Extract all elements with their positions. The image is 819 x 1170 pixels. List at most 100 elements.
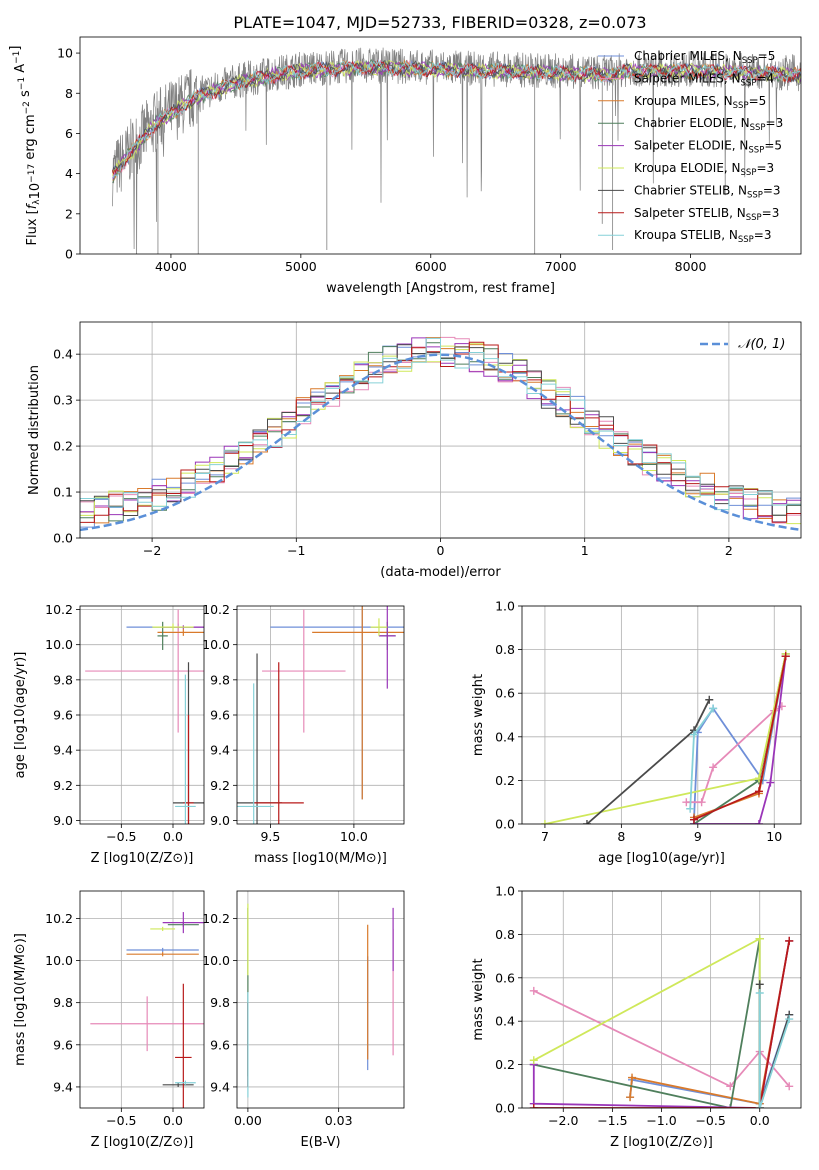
y-tick-label: 10.2: [202, 911, 230, 926]
y-tick-label: 9.6: [210, 1037, 230, 1052]
plot-area: [112, 47, 801, 254]
mass-weight-marker: [705, 695, 714, 704]
x-tick-label: 8: [617, 829, 625, 844]
plot-area: [529, 934, 794, 1108]
y-tick-label: 0.3: [53, 393, 73, 408]
y-tick-label: 6: [65, 126, 73, 141]
x-tick-label: 10: [766, 829, 782, 844]
mass-weight-marker: [582, 820, 591, 824]
axes-frame: [236, 605, 405, 825]
y-tick-label: 9.0: [210, 813, 230, 828]
mass-weight-marker: [785, 1015, 794, 1024]
mass-weight-line: [533, 940, 791, 1108]
y-tick-label: 9.6: [53, 1037, 73, 1052]
y-tick-label: 9.2: [53, 778, 73, 793]
plot-area: [85, 609, 204, 824]
mass-weight-marker: [755, 980, 764, 989]
axes-frame: [79, 890, 205, 1109]
y-tick-label: 9.4: [53, 1079, 73, 1094]
x-axis-label: wavelength [Angstrom, rest frame]: [326, 281, 555, 296]
x-tick-label: −0.5: [695, 1113, 725, 1128]
y-tick-label: 0.0: [53, 531, 73, 546]
panel-mass-vs-Z: −0.5 0.0 9.4 9.6 9.8 10.0 10.2 Z [log10(Z/Z⊙)] m…: [13, 890, 205, 1150]
y-tick-label: 10.0: [202, 953, 230, 968]
x-tick-label: 2: [725, 543, 733, 558]
y-tick-label: 0.4: [495, 1014, 515, 1029]
plot-area: [247, 903, 394, 1098]
y-tick-label: 1.0: [495, 884, 515, 899]
axes-frame: [79, 605, 205, 825]
y-tick-label: 0: [65, 247, 73, 262]
x-axis-label: age [log10(age/yr)]: [598, 851, 725, 866]
x-tick-label: 0.03: [325, 1113, 353, 1128]
histogram-step: [80, 341, 801, 538]
mass-weight-marker: [686, 804, 695, 813]
mass-weight-marker: [628, 1073, 637, 1082]
y-tick-label: 10.2: [202, 602, 230, 617]
y-tick-label: 0.1: [53, 485, 73, 500]
y-tick-label: 0.4: [495, 729, 515, 744]
mass-weight-marker: [781, 652, 790, 661]
mass-weight-marker: [726, 1104, 735, 1108]
plot-area: [237, 606, 404, 824]
y-axis-label: Normed distribution: [27, 365, 42, 495]
x-tick-label: 0.0: [750, 1113, 770, 1128]
y-tick-label: 0.8: [495, 642, 515, 657]
y-tick-label: 10.0: [202, 637, 230, 652]
y-tick-label: 10: [57, 46, 73, 61]
mass-weight-marker: [766, 778, 775, 787]
mass-weight-marker: [626, 1093, 635, 1102]
y-tick-label: 0.0: [495, 817, 515, 832]
mass-weight-marker: [682, 798, 691, 807]
y-tick-label: 0.0: [495, 1101, 515, 1116]
x-tick-label: −0.5: [106, 829, 136, 844]
mass-weight-marker: [689, 815, 698, 824]
x-axis-label: Z [log10(Z/Z⊙)]: [91, 851, 194, 866]
mass-weight-marker: [755, 934, 764, 943]
legend-label: Chabrier STELIB, NSSP=3: [634, 183, 781, 200]
normal-curve: [80, 353, 801, 532]
axes-frame: [521, 890, 802, 1109]
x-tick-label: 9: [694, 829, 702, 844]
mass-weight-marker: [755, 988, 764, 997]
x-tick-label: −0.5: [106, 1113, 136, 1128]
y-tick-label: 10.0: [45, 953, 73, 968]
x-tick-label: 0.00: [234, 1113, 262, 1128]
x-tick-label: 5000: [285, 259, 317, 274]
mass-weight-marker: [689, 730, 698, 739]
y-tick-label: 9.8: [210, 672, 230, 687]
legend-normal-label: 𝒩(0, 1): [738, 337, 785, 352]
legend-label: Chabrier ELODIE, NSSP=3: [634, 116, 783, 133]
mass-weight-marker: [529, 1104, 538, 1108]
y-tick-label: 0.4: [53, 347, 73, 362]
histogram-step: [80, 337, 801, 538]
y-tick-label: 2: [65, 206, 73, 221]
y-tick-label: 9.4: [210, 1079, 230, 1094]
x-tick-label: 4000: [155, 259, 187, 274]
y-tick-label: 10.2: [45, 602, 73, 617]
y-tick-label: 4: [65, 166, 73, 181]
x-tick-label: 9.5: [260, 829, 280, 844]
mass-weight-marker: [785, 936, 794, 945]
mass-weight-marker: [529, 986, 538, 995]
plot-area: [80, 336, 801, 538]
mass-weight-marker: [755, 1104, 764, 1108]
panel-age-vs-Z: −0.5 0.0 9.0 9.2 9.4 9.6 9.8 10.0 10.2 Z [log10(Z…: [13, 602, 205, 866]
mass-weight-line: [533, 989, 790, 1088]
x-tick-label: −1.5: [597, 1113, 627, 1128]
axes-frame: [79, 36, 802, 255]
x-tick-label: −1.0: [646, 1113, 676, 1128]
y-axis-label: Flux [fλ10−17 erg cm−2 s−1 A−1]: [8, 46, 43, 246]
mass-weight-marker: [785, 1082, 794, 1091]
y-tick-label: 9.8: [53, 995, 73, 1010]
mass-weight-marker: [709, 763, 718, 772]
legend-label: Kroupa STELIB, NSSP=3: [634, 228, 772, 245]
x-tick-label: 0: [437, 543, 445, 558]
legend-label: Salpeter STELIB, NSSP=3: [634, 206, 779, 223]
y-tick-label: 9.4: [210, 743, 230, 758]
y-tick-label: 0.6: [495, 686, 515, 701]
y-tick-label: 9.6: [53, 708, 73, 723]
x-tick-label: 0.0: [163, 1113, 183, 1128]
